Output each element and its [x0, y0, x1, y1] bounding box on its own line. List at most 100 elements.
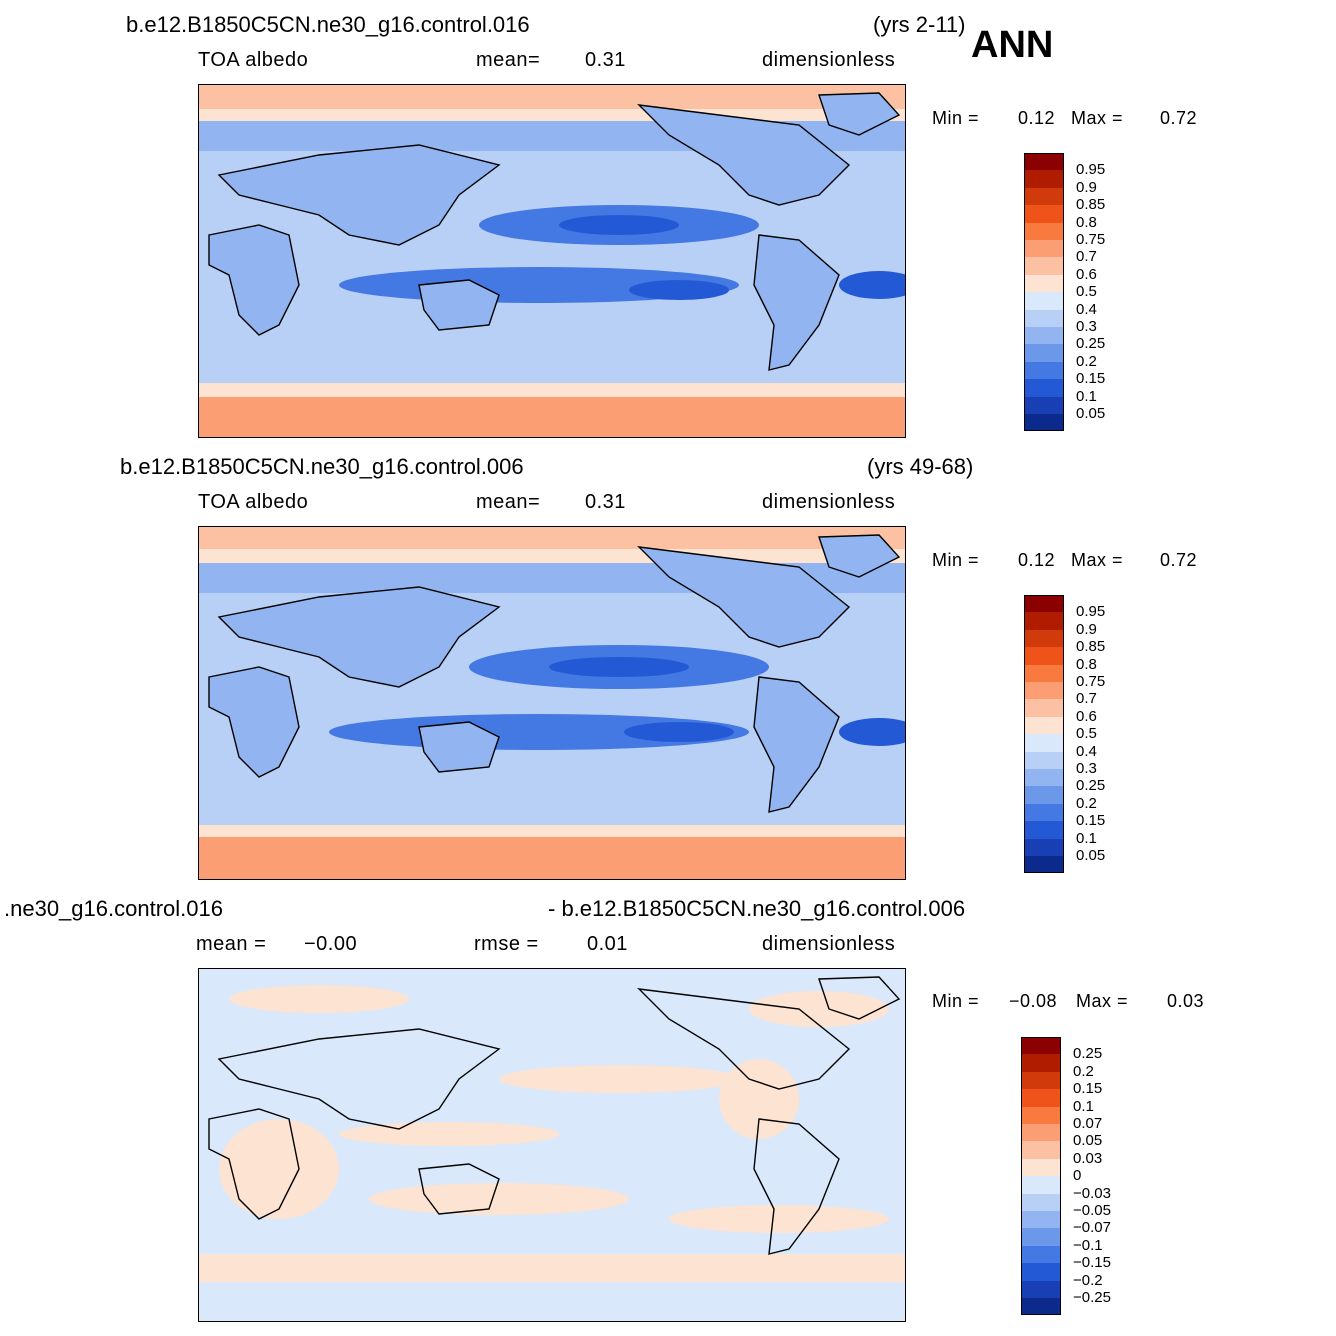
colorbar-label: 0 [1073, 1167, 1082, 1185]
colorbar-label: 0.6 [1076, 707, 1097, 725]
colorbar-label: 0.4 [1076, 300, 1097, 318]
colorbar-segment [1024, 170, 1064, 188]
panel2-map-field [199, 527, 905, 879]
colorbar-label: 0.9 [1076, 620, 1097, 638]
panel3-case-left: .ne30_g16.control.016 [4, 896, 223, 921]
colorbar-label: 0.25 [1073, 1045, 1103, 1063]
panel3-rmse-value: 0.01 [587, 933, 628, 955]
panel3-case-right: - b.e12.B1850C5CN.ne30_g16.control.006 [548, 896, 966, 921]
panel1-mean-label: mean= [476, 49, 541, 71]
panel2-years: (yrs 49-68) [867, 454, 974, 479]
colorbar-label: 0.1 [1076, 829, 1097, 847]
colorbar-label: 0.1 [1073, 1097, 1094, 1115]
colorbar-label: 0.25 [1076, 335, 1106, 353]
panel2-mean-label: mean= [476, 491, 541, 513]
colorbar-segment [1024, 414, 1064, 432]
panel2-max-value: 0.72 [1160, 550, 1198, 570]
colorbar-label: 0.15 [1076, 370, 1106, 388]
colorbar-segment [1024, 716, 1064, 735]
panel1-case-title: b.e12.B1850C5CN.ne30_g16.control.016 [126, 12, 530, 37]
colorbar-label: 0.6 [1076, 265, 1097, 283]
colorbar-segment [1024, 856, 1064, 874]
colorbar-segment [1024, 240, 1064, 258]
panel3-map-field [199, 969, 905, 1321]
colorbar-label: 0.4 [1076, 742, 1097, 760]
panel2-units: dimensionless [762, 491, 896, 513]
colorbar-label: 0.05 [1076, 405, 1106, 422]
colorbar-label: 0.7 [1076, 248, 1097, 266]
panel2-min-label: Min = [932, 550, 980, 570]
colorbar-segment [1024, 803, 1064, 822]
colorbar-segment [1024, 344, 1064, 362]
colorbar-label: −0.07 [1073, 1219, 1111, 1237]
colorbar-segment [1021, 1071, 1061, 1090]
colorbar-segment [1021, 1245, 1061, 1264]
colorbar-label: −0.25 [1073, 1289, 1111, 1306]
colorbar-segment [1024, 379, 1064, 397]
colorbar-segment [1021, 1176, 1061, 1194]
colorbar-segment [1021, 1280, 1061, 1298]
colorbar-label: 0.05 [1076, 847, 1106, 864]
panel1-min-label: Min = [932, 108, 980, 128]
colorbar-segment [1024, 629, 1064, 648]
colorbar-segment [1024, 153, 1064, 171]
colorbar-segment [1021, 1193, 1061, 1211]
colorbar-segment [1021, 1037, 1061, 1055]
colorbar-label: 0.75 [1076, 231, 1106, 248]
colorbar-label: 0.9 [1076, 178, 1097, 196]
panel3-min-value: −0.08 [1009, 991, 1058, 1011]
panel3-map [198, 968, 906, 1322]
colorbar-label: 0.15 [1076, 812, 1106, 830]
panel1-mean-value: 0.31 [585, 49, 626, 71]
colorbar-label: 0.3 [1076, 760, 1097, 777]
colorbar-segment [1021, 1141, 1061, 1159]
colorbar-label: 0.75 [1076, 673, 1106, 690]
colorbar-label: 0.15 [1073, 1080, 1103, 1098]
colorbar-segment [1024, 257, 1064, 275]
colorbar-label: 0.95 [1076, 161, 1106, 179]
colorbar-label: 0.5 [1076, 725, 1097, 743]
colorbar-segment [1024, 222, 1064, 240]
colorbar-segment [1024, 786, 1064, 804]
colorbar-segment [1024, 612, 1064, 630]
colorbar-segment [1021, 1106, 1061, 1124]
colorbar-label: 0.85 [1076, 638, 1106, 656]
panel2-variable: TOA albedo [198, 491, 309, 513]
colorbar-label: 0.95 [1076, 603, 1106, 621]
panel3-rmse-label: rmse = [474, 933, 539, 955]
panel3-mean-label: mean = [196, 933, 267, 955]
panel2-map [198, 526, 906, 880]
colorbar-segment [1024, 361, 1064, 380]
colorbar-label: −0.03 [1073, 1184, 1111, 1202]
colorbar-segment [1024, 327, 1064, 345]
panel3-mean-value: −0.00 [304, 933, 358, 955]
colorbar-label: 0.2 [1076, 794, 1097, 812]
colorbar-segment [1024, 682, 1064, 700]
colorbar-segment [1024, 274, 1064, 293]
panel3-colorbar: 0.25 0.2 0.15 0.1 0.07 0.05 0.03 0 −0.03 −0.05 −0.… [1021, 1037, 1131, 1317]
colorbar-segment [1021, 1089, 1061, 1107]
colorbar-segment [1021, 1263, 1061, 1281]
colorbar-segment [1021, 1054, 1061, 1072]
panel2-max-label: Max = [1071, 550, 1124, 570]
colorbar-label: −0.15 [1073, 1254, 1111, 1272]
colorbar-label: −0.05 [1073, 1202, 1111, 1219]
panel1-years: (yrs 2-11) [873, 12, 966, 37]
panel1-map [198, 84, 906, 438]
colorbar-label: −0.1 [1073, 1236, 1103, 1254]
panel3-units: dimensionless [762, 933, 896, 955]
colorbar-label: 0.07 [1073, 1115, 1103, 1132]
colorbar-segment [1024, 769, 1064, 787]
panel1-variable: TOA albedo [198, 49, 309, 71]
colorbar-label: −0.2 [1073, 1271, 1103, 1289]
colorbar-label: 0.7 [1076, 690, 1097, 708]
colorbar-segment [1024, 205, 1064, 223]
colorbar-segment [1024, 396, 1064, 414]
colorbar-label: 0.1 [1076, 387, 1097, 405]
colorbar-segment [1021, 1124, 1061, 1142]
panel2-case-title: b.e12.B1850C5CN.ne30_g16.control.006 [120, 454, 524, 479]
colorbar-segment [1021, 1298, 1061, 1316]
colorbar-label: 0.03 [1073, 1149, 1103, 1167]
colorbar-segment [1024, 699, 1064, 717]
colorbar-segment [1024, 751, 1064, 769]
